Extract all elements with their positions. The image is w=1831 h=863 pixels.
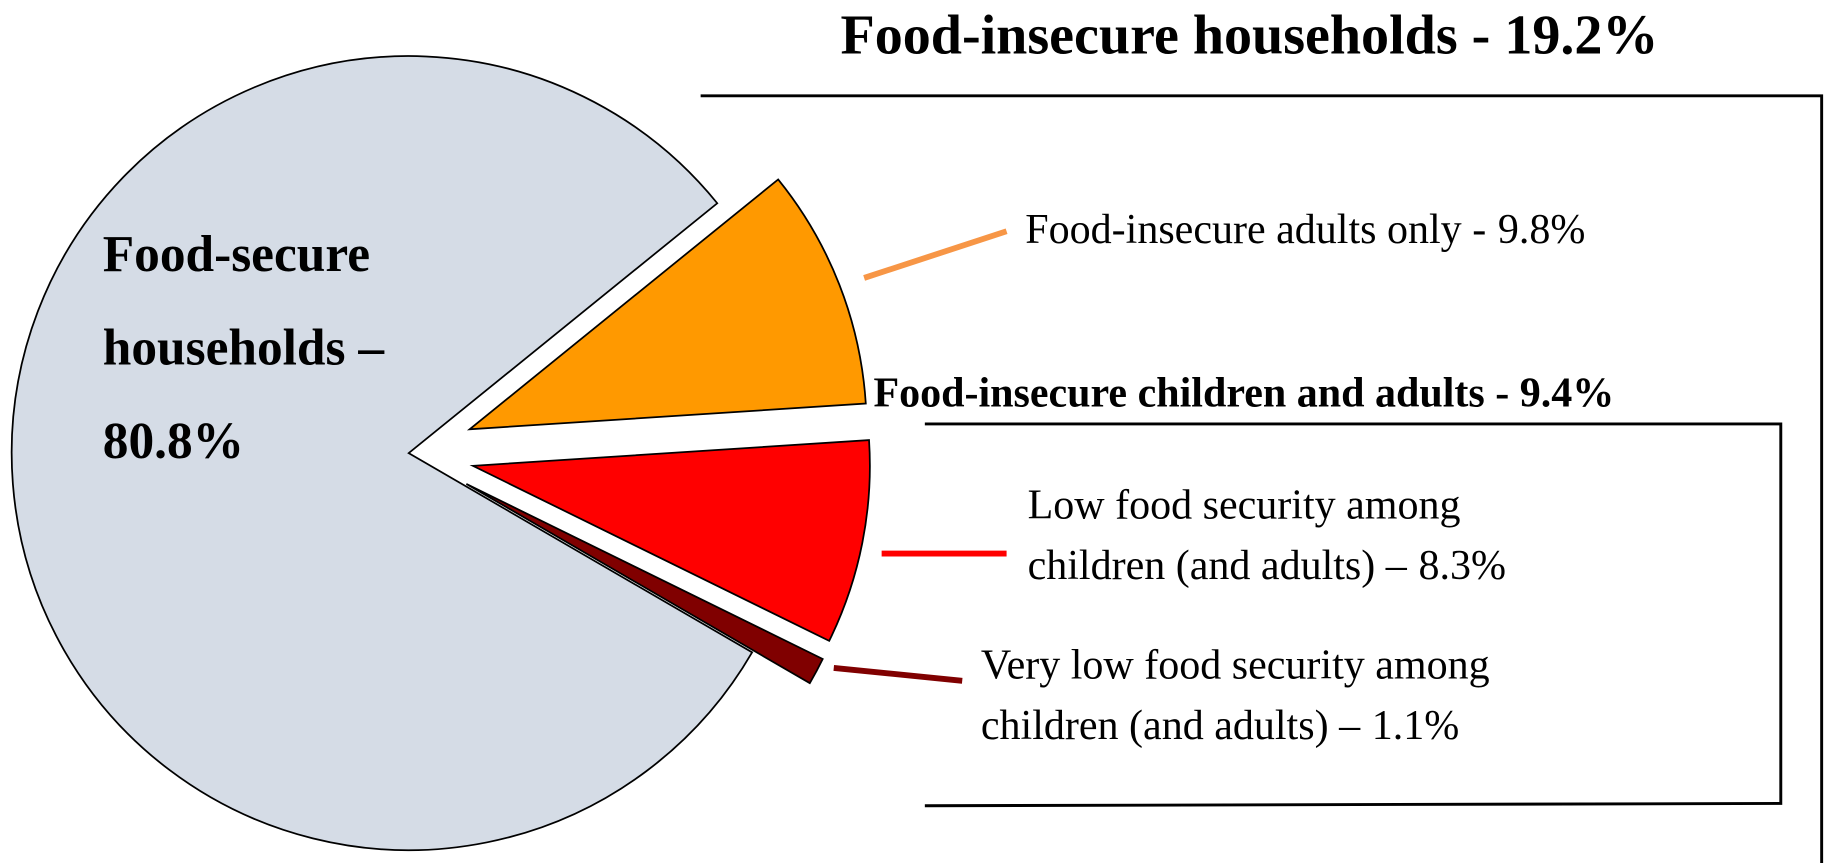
- value-label: 1.1%: [1372, 703, 1460, 749]
- slice-label: Very low food security among children (an…: [981, 642, 1490, 749]
- group-subtitle: Food-insecure children and adults - 9.4%: [873, 370, 1614, 416]
- label-line: Very low food security among: [981, 642, 1490, 688]
- value-label: 80.8%: [103, 413, 244, 470]
- slice-label: Low food security among children (and adu…: [1028, 482, 1506, 589]
- chart-title: Food-insecure households - 19.2%: [840, 5, 1658, 67]
- label-line: Food-secure: [103, 226, 370, 283]
- pie-slice: [10, 55, 754, 852]
- label-line: households –: [103, 319, 386, 376]
- label-line: Low food security among: [1028, 482, 1461, 528]
- value-label: 8.3%: [1418, 543, 1506, 589]
- leader-line: [833, 665, 963, 684]
- slice-label: Food-secure households – 80.8%: [103, 226, 386, 470]
- label-line: children (and adults) –: [981, 703, 1361, 749]
- group-bracket: [700, 94, 1824, 863]
- label-line: Food-insecure adults only -: [1025, 207, 1486, 253]
- pie-slice: [465, 483, 824, 685]
- pie-slice: [466, 178, 867, 431]
- pie-slice: [469, 439, 871, 643]
- subgroup-bracket: [924, 422, 1783, 808]
- value-label: 9.8%: [1498, 207, 1586, 253]
- slice-label: Food-insecure adults only - 9.8%: [1025, 207, 1585, 253]
- label-line: children (and adults) –: [1028, 543, 1408, 589]
- leader-line: [863, 228, 1008, 281]
